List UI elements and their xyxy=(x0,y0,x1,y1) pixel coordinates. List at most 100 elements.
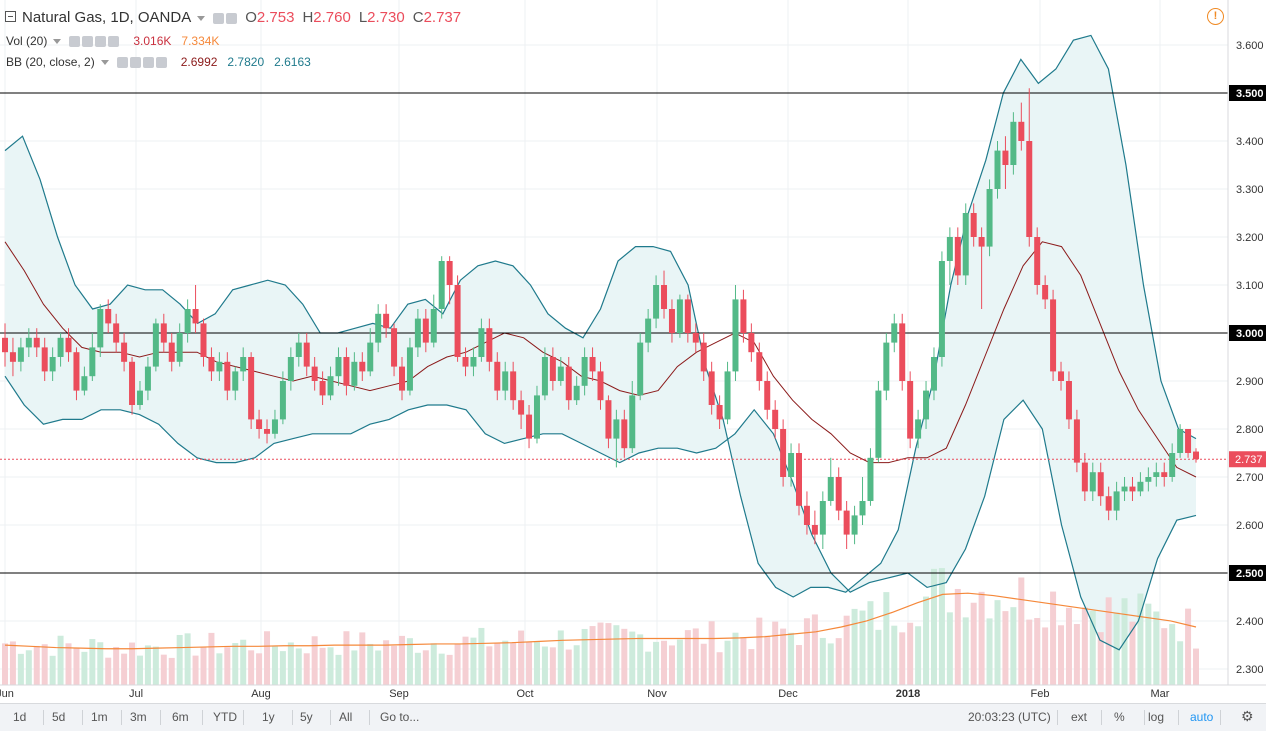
candle-body xyxy=(430,309,437,343)
range-button-all[interactable]: All xyxy=(339,710,353,724)
time-tick-label: Nov xyxy=(647,688,667,700)
range-button-6m[interactable]: 6m xyxy=(172,710,189,724)
toggle-auto[interactable]: auto xyxy=(1190,710,1214,724)
plus-icon[interactable] xyxy=(95,35,107,47)
price-tick-label: 3.300 xyxy=(1236,184,1264,196)
range-button-3m[interactable]: 3m xyxy=(130,710,147,724)
gear-icon[interactable] xyxy=(129,56,141,68)
volume-bar xyxy=(9,641,16,685)
candle-body xyxy=(629,395,636,449)
volume-bar xyxy=(653,641,660,685)
range-button-1d[interactable]: 1d xyxy=(13,710,27,724)
candle-body xyxy=(867,457,874,501)
volume-bar xyxy=(668,645,675,685)
minimize-pane-icon[interactable] xyxy=(5,11,16,22)
candle-body xyxy=(375,313,382,343)
range-button-1y[interactable]: 1y xyxy=(262,710,275,724)
candle-body xyxy=(772,409,779,429)
goto-button[interactable]: Go to... xyxy=(380,710,420,724)
candle-body xyxy=(152,323,159,367)
range-button-5y[interactable]: 5y xyxy=(300,710,313,724)
range-button-ytd[interactable]: YTD xyxy=(213,710,237,724)
symbol-controls[interactable] xyxy=(213,12,238,24)
candle-body xyxy=(144,366,151,391)
volume-bar xyxy=(819,637,826,685)
candle-body xyxy=(1137,481,1144,492)
chevron-down-icon[interactable] xyxy=(53,38,62,44)
close-icon[interactable] xyxy=(108,35,120,47)
volume-bar xyxy=(1002,611,1009,685)
eye-icon[interactable] xyxy=(213,12,225,24)
toolbar-divider xyxy=(243,710,244,725)
volume-bar xyxy=(65,643,72,685)
candle-body xyxy=(811,525,818,535)
volume-bar xyxy=(708,621,715,685)
eye-icon[interactable] xyxy=(116,56,128,68)
volume-bar xyxy=(264,631,271,685)
time-tick-label: Feb xyxy=(1031,688,1050,700)
bb-label[interactable]: BB (20, close, 2) xyxy=(6,55,95,69)
candle-body xyxy=(724,371,731,420)
volume-bar xyxy=(1089,610,1096,685)
candle-body xyxy=(1185,429,1192,453)
candle-body xyxy=(716,405,723,420)
gear-icon[interactable] xyxy=(82,35,94,47)
candle-body xyxy=(184,309,191,333)
volume-bar xyxy=(1058,625,1065,685)
ohlc-value: 2.760 xyxy=(313,9,351,26)
candle-body xyxy=(232,371,239,391)
candle-body xyxy=(613,419,620,439)
price-tick-label: 3.000 xyxy=(1236,328,1264,340)
volume-bar xyxy=(740,637,747,685)
candle-body xyxy=(248,357,255,420)
chevron-down-icon[interactable] xyxy=(100,59,109,65)
volume-bar xyxy=(811,614,818,685)
volume-bar xyxy=(930,568,937,685)
volume-bar xyxy=(891,625,898,685)
plus-icon[interactable] xyxy=(142,56,154,68)
candle-body xyxy=(1193,451,1199,460)
candle-body xyxy=(454,285,461,357)
volume-controls[interactable] xyxy=(69,35,120,47)
volume-bar xyxy=(17,653,24,685)
warning-icon[interactable]: ! xyxy=(1207,8,1224,25)
volume-bar xyxy=(978,591,985,685)
gear-icon[interactable]: ⚙ xyxy=(1241,708,1254,724)
range-button-1m[interactable]: 1m xyxy=(91,710,108,724)
chevron-down-icon[interactable] xyxy=(197,15,206,21)
volume-bar xyxy=(160,654,167,685)
candle-body xyxy=(708,371,715,405)
toggle-percent[interactable]: % xyxy=(1114,710,1125,724)
volume-bar xyxy=(533,641,540,685)
volume-ma-value: 7.334K xyxy=(181,34,220,48)
gear-icon[interactable] xyxy=(226,12,238,24)
toggle-log[interactable]: log xyxy=(1148,710,1165,724)
volume-bar xyxy=(684,630,691,685)
volume-label[interactable]: Vol (20) xyxy=(6,34,48,48)
bb-controls[interactable] xyxy=(116,56,167,68)
volume-bar xyxy=(502,640,509,685)
eye-icon[interactable] xyxy=(69,35,81,47)
volume-bar xyxy=(295,648,302,685)
candle-body xyxy=(438,261,445,309)
candle-body xyxy=(1121,486,1128,492)
toggle-ext[interactable]: ext xyxy=(1071,710,1088,724)
candle-body xyxy=(978,237,985,247)
candle-body xyxy=(351,361,358,386)
symbol-title[interactable]: Natural Gas, 1D, OANDA xyxy=(22,9,192,26)
candle-body xyxy=(549,357,556,381)
candle-body xyxy=(264,429,271,434)
price-chart[interactable]: 3.600 3.500 3.400 3.300 3.200 3.100 3.000 2.900… xyxy=(0,0,1266,703)
candle-body xyxy=(89,347,96,377)
toolbar-divider xyxy=(1057,710,1058,725)
toolbar-divider xyxy=(121,710,122,725)
candle-body xyxy=(788,453,795,477)
time-tick-label: Mar xyxy=(1151,688,1170,700)
candle-body xyxy=(1042,285,1049,300)
range-button-5d[interactable]: 5d xyxy=(52,710,66,724)
volume-bar xyxy=(962,617,969,685)
close-icon[interactable] xyxy=(155,56,167,68)
volume-bar xyxy=(33,645,40,685)
volume-bar xyxy=(803,618,810,685)
bb-basis-value: 2.6992 xyxy=(180,55,218,69)
